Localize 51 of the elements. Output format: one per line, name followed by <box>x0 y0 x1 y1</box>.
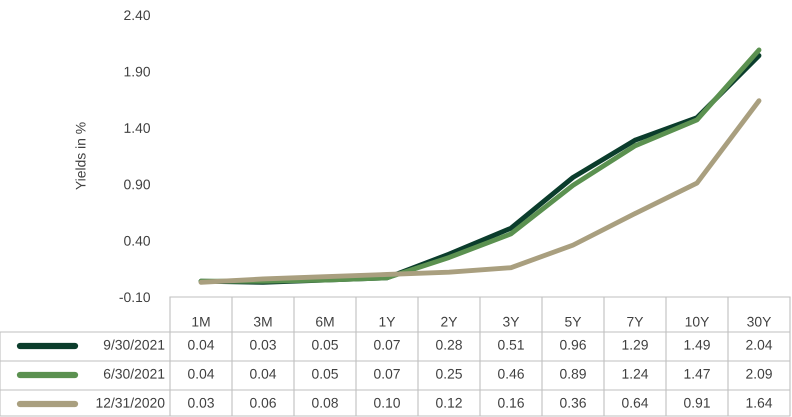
data-label: 0.64 <box>622 398 648 408</box>
data-label: 0.05 <box>312 340 338 350</box>
data-label: 0.10 <box>374 398 400 408</box>
data-label: 1.49 <box>684 340 710 350</box>
data-label: 2.04 <box>746 340 772 350</box>
y-tick-label: 1.40 <box>124 123 150 133</box>
data-label: 0.96 <box>560 340 586 350</box>
y-tick-label: 2.40 <box>124 10 150 20</box>
y-tick-label: 0.40 <box>124 236 150 246</box>
data-label: 0.04 <box>250 368 276 379</box>
data-label: 1.29 <box>622 340 648 350</box>
data-label: 0.08 <box>312 398 338 408</box>
y-axis-title: Yields in % <box>75 122 86 190</box>
data-label: 0.06 <box>250 398 276 408</box>
legend-label: 12/31/2020 <box>96 398 164 408</box>
data-label: 0.16 <box>498 398 524 408</box>
x-tick-label: 30Y <box>747 316 772 327</box>
y-tick-label: 1.90 <box>124 66 150 77</box>
data-label: 0.05 <box>312 368 338 379</box>
x-tick-label: 10Y <box>686 316 710 327</box>
data-label: 1.24 <box>622 368 648 379</box>
data-label: 0.03 <box>188 398 214 408</box>
x-tick-label: 1M <box>192 316 210 327</box>
data-label: 0.28 <box>436 340 462 350</box>
data-label: 0.04 <box>188 368 214 379</box>
data-label: 0.03 <box>250 340 276 350</box>
data-label: 0.12 <box>436 398 462 408</box>
data-label: 0.51 <box>498 340 524 350</box>
data-label: 0.89 <box>560 368 586 379</box>
legend-label: 9/30/2021 <box>104 340 164 350</box>
y-tick-label: 0.90 <box>124 180 150 190</box>
x-tick-label: 2Y <box>441 316 458 327</box>
x-tick-label: 6M <box>316 316 334 327</box>
x-tick-label: 1Y <box>380 316 396 327</box>
data-label: 0.04 <box>188 340 214 350</box>
x-tick-label: 7Y <box>627 316 644 327</box>
data-label: 0.46 <box>498 368 524 379</box>
data-label: 0.07 <box>374 340 400 350</box>
x-tick-label: 3M <box>254 316 272 327</box>
x-tick-label: 5Y <box>565 316 582 327</box>
data-label: 0.91 <box>684 398 710 408</box>
data-label: 2.09 <box>746 368 772 379</box>
data-label: 1.64 <box>746 398 772 408</box>
line-series <box>198 98 762 285</box>
data-label: 0.36 <box>560 398 586 408</box>
data-label: 1.47 <box>684 369 710 379</box>
legend-label: 6/30/2021 <box>104 368 164 379</box>
x-tick-label: 3Y <box>503 316 520 327</box>
y-tick-label: -0.10 <box>120 292 150 302</box>
data-label: 0.07 <box>374 368 400 379</box>
data-label: 0.25 <box>436 368 462 379</box>
